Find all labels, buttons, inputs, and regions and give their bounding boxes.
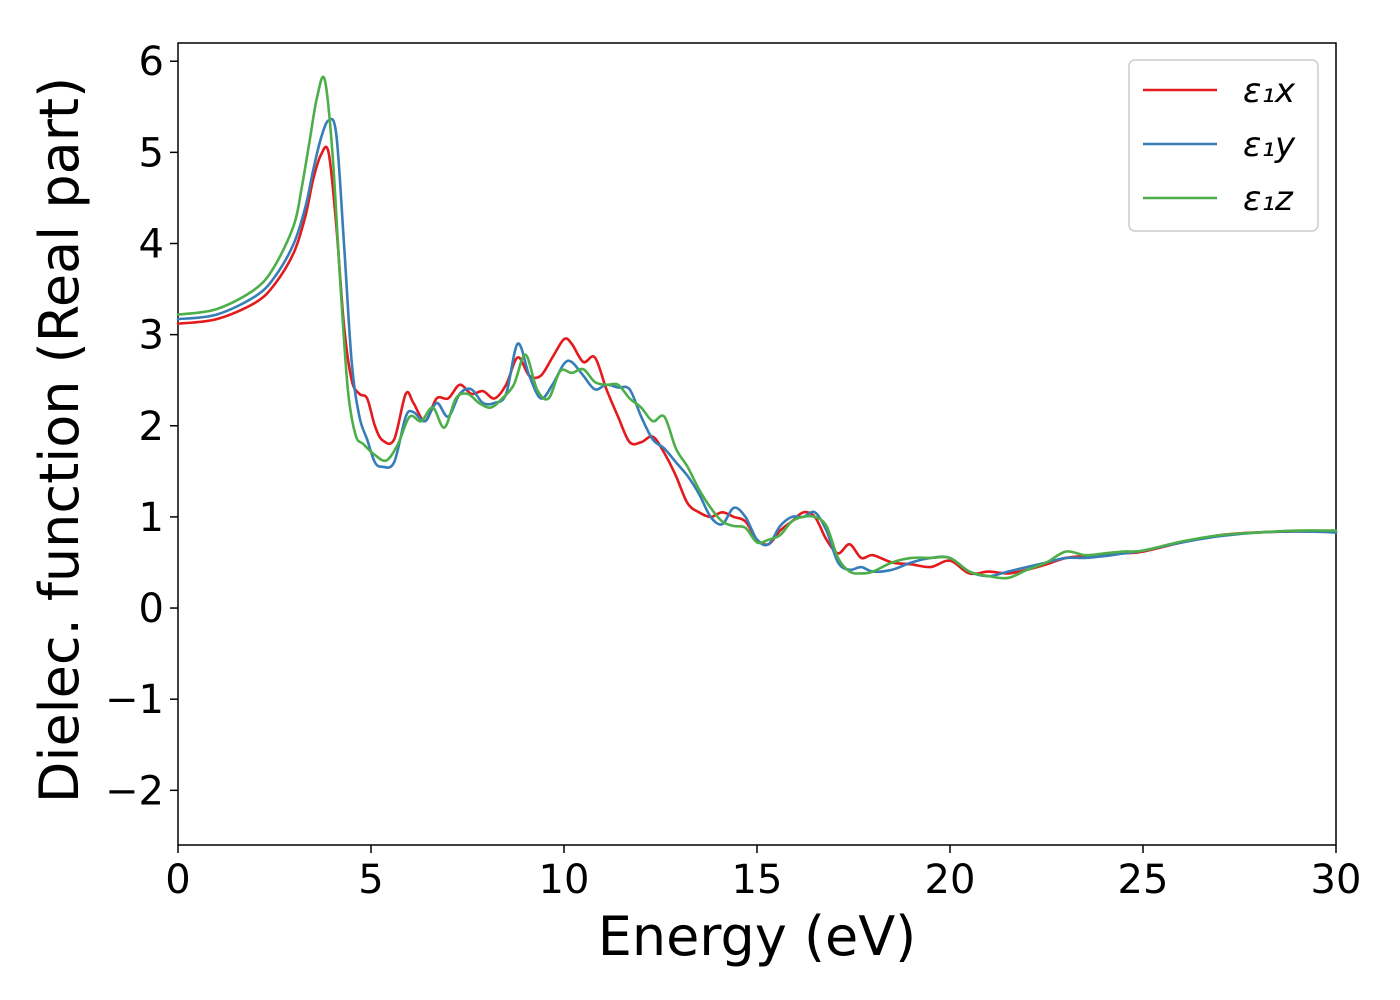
y-tick-label: 4 — [139, 222, 164, 268]
legend-label-1: ε₁x — [1243, 71, 1296, 111]
y-tick-label: 3 — [139, 313, 164, 359]
y-tick-label: 6 — [139, 39, 164, 85]
y-tick-label: −2 — [105, 768, 164, 814]
x-tick-label: 25 — [1118, 857, 1169, 903]
y-tick-label: −1 — [105, 677, 164, 723]
x-tick-label: 30 — [1311, 857, 1362, 903]
legend-label-3: ε₁z — [1243, 179, 1294, 219]
series-line-1 — [176, 145, 1338, 576]
y-tick-label: 2 — [139, 404, 164, 450]
y-tick-label: 0 — [139, 586, 164, 632]
legend: ε₁x ε₁y ε₁z — [1128, 59, 1319, 232]
x-tick-label: 20 — [925, 857, 976, 903]
legend-label-2: ε₁y — [1243, 125, 1296, 165]
y-axis-title: Dielec. function (Real part) — [28, 77, 91, 803]
x-axis-title: Energy (eV) — [598, 905, 917, 968]
x-tick-label: 5 — [358, 857, 383, 903]
y-tick-label: 1 — [139, 495, 164, 541]
series-line-3 — [176, 75, 1338, 580]
legend-box — [1128, 59, 1319, 232]
y-tick-label: 5 — [139, 130, 164, 176]
series-group — [176, 75, 1338, 580]
x-tick-label: 10 — [539, 857, 590, 903]
y-axis-ticks: −2 −1 0 1 2 3 4 5 6 — [105, 39, 178, 814]
x-axis-ticks: 0 5 10 15 20 25 30 — [165, 845, 1361, 903]
x-tick-label: 0 — [165, 857, 190, 903]
x-tick-label: 15 — [732, 857, 783, 903]
